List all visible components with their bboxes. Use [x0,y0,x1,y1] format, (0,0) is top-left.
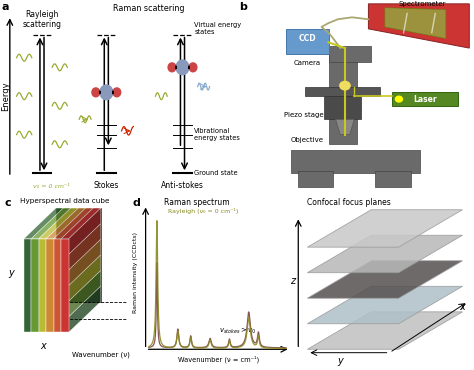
Polygon shape [69,223,100,270]
Text: Wavenumber (ν): Wavenumber (ν) [72,351,130,358]
Bar [375,171,410,186]
Bar [298,171,333,186]
Polygon shape [24,208,63,239]
Text: Rayleigh
scattering: Rayleigh scattering [22,10,62,29]
Text: a: a [1,2,9,12]
Text: v₀ = 0 cm⁻¹: v₀ = 0 cm⁻¹ [33,184,69,189]
Polygon shape [307,235,463,273]
Text: Piezo stage: Piezo stage [284,112,324,118]
Bar [305,87,380,96]
Polygon shape [39,208,78,239]
Circle shape [176,60,189,75]
Text: Raman scattering: Raman scattering [113,4,184,13]
Text: Wavenumber (ν = cm⁻¹): Wavenumber (ν = cm⁻¹) [177,356,259,363]
Polygon shape [336,119,355,135]
Polygon shape [46,208,86,239]
Bar [24,239,31,332]
FancyBboxPatch shape [286,29,328,54]
Polygon shape [69,208,100,254]
Text: x: x [460,302,465,312]
Polygon shape [368,4,469,48]
Circle shape [100,85,113,100]
Polygon shape [56,208,100,302]
Polygon shape [69,255,100,301]
Text: y: y [337,356,343,366]
Bar [291,150,420,173]
Bar [61,239,69,332]
Polygon shape [54,208,93,239]
Polygon shape [307,312,463,349]
Bar [39,239,46,332]
Text: Ground state: Ground state [194,170,238,176]
Text: Rayleigh (ν₀ = 0 cm⁻¹): Rayleigh (ν₀ = 0 cm⁻¹) [168,208,238,214]
Bar [328,48,356,144]
Circle shape [92,88,100,97]
Circle shape [113,88,121,97]
Text: Anti-stokes: Anti-stokes [161,181,204,191]
Text: Raman intensity (CCDcts): Raman intensity (CCDcts) [133,232,137,313]
Polygon shape [307,210,463,247]
Text: Energy: Energy [1,81,10,111]
Text: c: c [5,198,11,208]
Text: y: y [8,268,14,278]
Polygon shape [385,8,446,38]
Bar [328,46,371,61]
Polygon shape [61,208,100,239]
Polygon shape [307,261,463,298]
Text: $\mathit{v}_{stokes} > \mathit{v}_0$: $\mathit{v}_{stokes} > \mathit{v}_0$ [219,326,256,336]
Text: b: b [239,2,247,12]
Text: Raman spectrum: Raman spectrum [164,198,230,207]
Circle shape [168,63,176,72]
Bar [54,239,61,332]
Circle shape [340,81,350,90]
Polygon shape [307,286,463,324]
Bar [46,239,54,332]
Text: Virtual energy
states: Virtual energy states [194,22,241,36]
Polygon shape [31,208,71,239]
Text: d: d [133,198,141,208]
Text: Confocal focus planes: Confocal focus planes [307,198,391,207]
Circle shape [189,63,197,72]
Polygon shape [69,286,100,332]
Text: Stokes: Stokes [94,181,119,191]
Text: Hyperspectral data cube: Hyperspectral data cube [20,198,109,204]
Text: Spectrometer: Spectrometer [398,1,446,7]
Bar [31,239,39,332]
Text: x: x [40,341,46,351]
FancyBboxPatch shape [392,92,457,106]
Text: z: z [290,276,295,286]
Text: CCD: CCD [299,34,316,43]
Text: Vibrational
energy states: Vibrational energy states [194,128,240,141]
Polygon shape [69,239,100,286]
Bar [324,96,361,119]
Text: Camera: Camera [294,60,321,65]
Polygon shape [69,270,100,317]
Circle shape [395,96,402,102]
Text: Objective: Objective [291,137,324,144]
Text: Laser: Laser [413,95,437,104]
